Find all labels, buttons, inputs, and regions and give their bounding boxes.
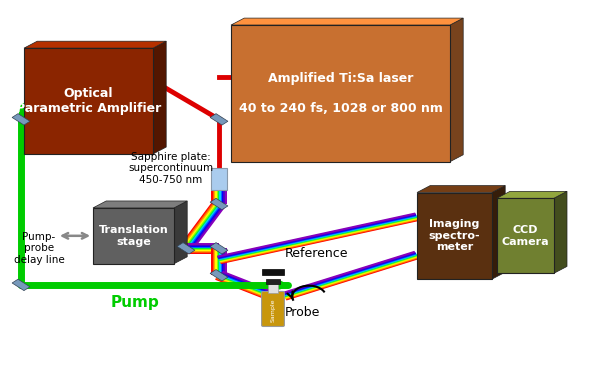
Text: Pump-
probe
delay line: Pump- probe delay line	[14, 232, 64, 265]
Text: Reference: Reference	[285, 247, 349, 260]
Polygon shape	[497, 191, 567, 198]
Text: Sapphire plate:
supercontinuum
450-750 nm: Sapphire plate: supercontinuum 450-750 n…	[128, 152, 214, 185]
Bar	[231, 25, 450, 162]
Polygon shape	[231, 18, 463, 25]
Text: CCD
Camera: CCD Camera	[502, 225, 549, 247]
Bar	[266, 279, 280, 284]
Text: Amplified Ti:Sa laser

40 to 240 fs, 1028 or 800 nm: Amplified Ti:Sa laser 40 to 240 fs, 1028…	[239, 72, 442, 115]
Bar	[497, 198, 554, 273]
Bar	[268, 284, 278, 293]
Polygon shape	[492, 186, 505, 279]
Bar	[24, 48, 153, 154]
Polygon shape	[450, 18, 463, 162]
Text: Imaging
spectro-
meter: Imaging spectro- meter	[428, 219, 481, 253]
Polygon shape	[12, 114, 30, 125]
Polygon shape	[153, 41, 166, 154]
Polygon shape	[177, 243, 195, 254]
Polygon shape	[210, 198, 228, 210]
Polygon shape	[554, 191, 567, 273]
Bar	[93, 208, 174, 264]
Text: Probe: Probe	[285, 306, 320, 319]
Polygon shape	[210, 270, 228, 281]
Polygon shape	[417, 186, 505, 192]
Polygon shape	[12, 279, 30, 291]
Polygon shape	[210, 243, 228, 254]
Bar	[417, 192, 492, 279]
Polygon shape	[24, 41, 166, 48]
Text: Translation
stage: Translation stage	[98, 225, 169, 247]
Polygon shape	[174, 201, 187, 264]
Text: Sample: Sample	[271, 299, 275, 322]
Polygon shape	[210, 114, 228, 125]
FancyBboxPatch shape	[262, 291, 284, 326]
Bar	[262, 269, 284, 275]
Polygon shape	[93, 201, 187, 208]
Text: Optical
Parametric Amplifier: Optical Parametric Amplifier	[16, 87, 161, 115]
Bar	[211, 168, 227, 190]
Text: Pump: Pump	[110, 295, 160, 310]
